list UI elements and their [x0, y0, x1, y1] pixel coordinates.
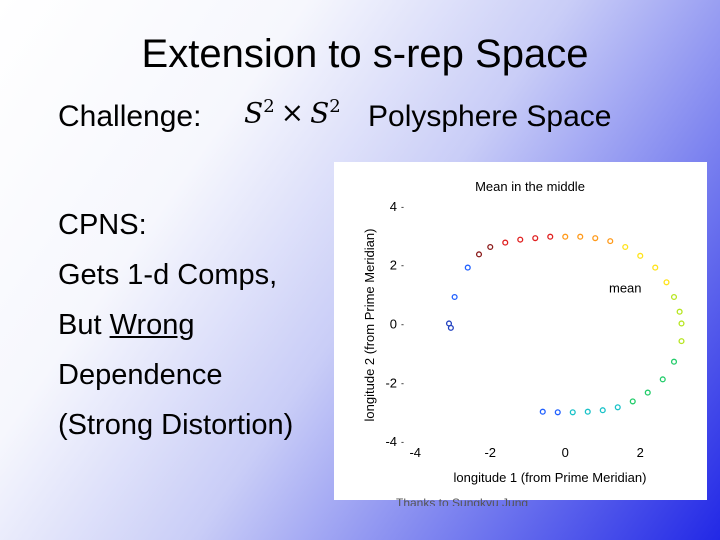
data-point: [447, 324, 454, 331]
data-point: [652, 264, 659, 271]
x-tick-label: -2: [484, 445, 496, 460]
data-point: [670, 293, 678, 301]
data-point: [502, 239, 509, 246]
data-point: [663, 279, 670, 286]
challenge-space-label: Polysphere Space: [368, 100, 612, 133]
data-point: [637, 252, 644, 259]
axis-ticks: -4 -2 0 2-4 --2 -0 -2 -4-: [385, 199, 643, 460]
wrong-word: Wrong: [109, 309, 195, 341]
y-tick-label: -2: [385, 375, 397, 390]
y-tick-mark: -: [401, 319, 404, 329]
data-point: [678, 338, 685, 345]
formula-times: ×: [280, 96, 305, 130]
data-point: [532, 235, 539, 242]
data-point: [464, 264, 471, 271]
y-tick-mark: -: [401, 261, 404, 271]
data-point: [577, 233, 584, 240]
challenge-label: Challenge:: [58, 100, 202, 133]
x-tick-label: -4: [409, 445, 421, 460]
formula-base-2: S: [310, 96, 330, 130]
y-tick-label: 2: [390, 258, 397, 273]
plot-y-axis-label: longitude 2 (from Prime Meridian): [362, 229, 377, 422]
data-point: [678, 320, 685, 327]
data-point: [562, 233, 569, 240]
mean-annotation: mean: [609, 281, 642, 296]
data-point: [487, 243, 494, 251]
data-points: [445, 233, 685, 416]
data-point: [676, 308, 683, 315]
data-point: [629, 398, 636, 405]
data-point: [569, 409, 576, 416]
data-point: [614, 404, 621, 411]
x-tick-label: 0: [562, 445, 569, 460]
line-distortion: (Strong Distortion): [58, 409, 294, 441]
data-point: [517, 236, 524, 243]
scatter-plot: Mean in the middle longitude 1 (from Pri…: [362, 179, 685, 485]
y-tick-label: -4: [385, 434, 397, 449]
data-point: [547, 233, 554, 240]
data-point: [592, 235, 599, 242]
data-point: [670, 358, 678, 365]
data-point: [554, 409, 561, 416]
y-tick-mark: -: [401, 202, 404, 212]
bullet-list: CPNS: Gets 1-d Comps, But Wrong Dependen…: [58, 200, 293, 450]
cpns-label: CPNS:: [58, 209, 147, 241]
formula-base-1: S: [244, 96, 264, 130]
data-point: [622, 243, 629, 251]
y-tick-mark: -: [401, 437, 404, 447]
line-gets-comps: Gets 1-d Comps,: [58, 259, 278, 291]
line-dependence: Dependence: [58, 359, 223, 391]
credit-text: Thanks to Sungkyu Jung: [396, 496, 529, 506]
line-but-wrong: But Wrong: [58, 300, 293, 350]
line-but: But: [58, 309, 110, 341]
y-tick-mark: -: [401, 378, 404, 388]
y-tick-label: 0: [390, 316, 397, 331]
data-point: [644, 389, 651, 396]
scatter-plot-panel: Mean in the middle longitude 1 (from Pri…: [334, 162, 707, 500]
formula-exp-1: 2: [263, 96, 275, 117]
slide-title: Extension to s-rep Space: [141, 32, 589, 76]
y-tick-label: 4: [390, 199, 397, 214]
formula-exp-2: 2: [329, 96, 341, 117]
polysphere-formula: S2 × S2: [244, 96, 341, 129]
plot-x-axis-label: longitude 1 (from Prime Meridian): [454, 470, 647, 485]
data-point: [599, 407, 606, 414]
data-point: [451, 293, 458, 301]
data-point: [607, 238, 614, 245]
data-point: [475, 251, 483, 258]
plot-title: Mean in the middle: [475, 179, 585, 194]
data-point: [584, 408, 591, 415]
data-point: [539, 408, 546, 415]
x-tick-label: 2: [637, 445, 644, 460]
data-point: [659, 376, 666, 383]
